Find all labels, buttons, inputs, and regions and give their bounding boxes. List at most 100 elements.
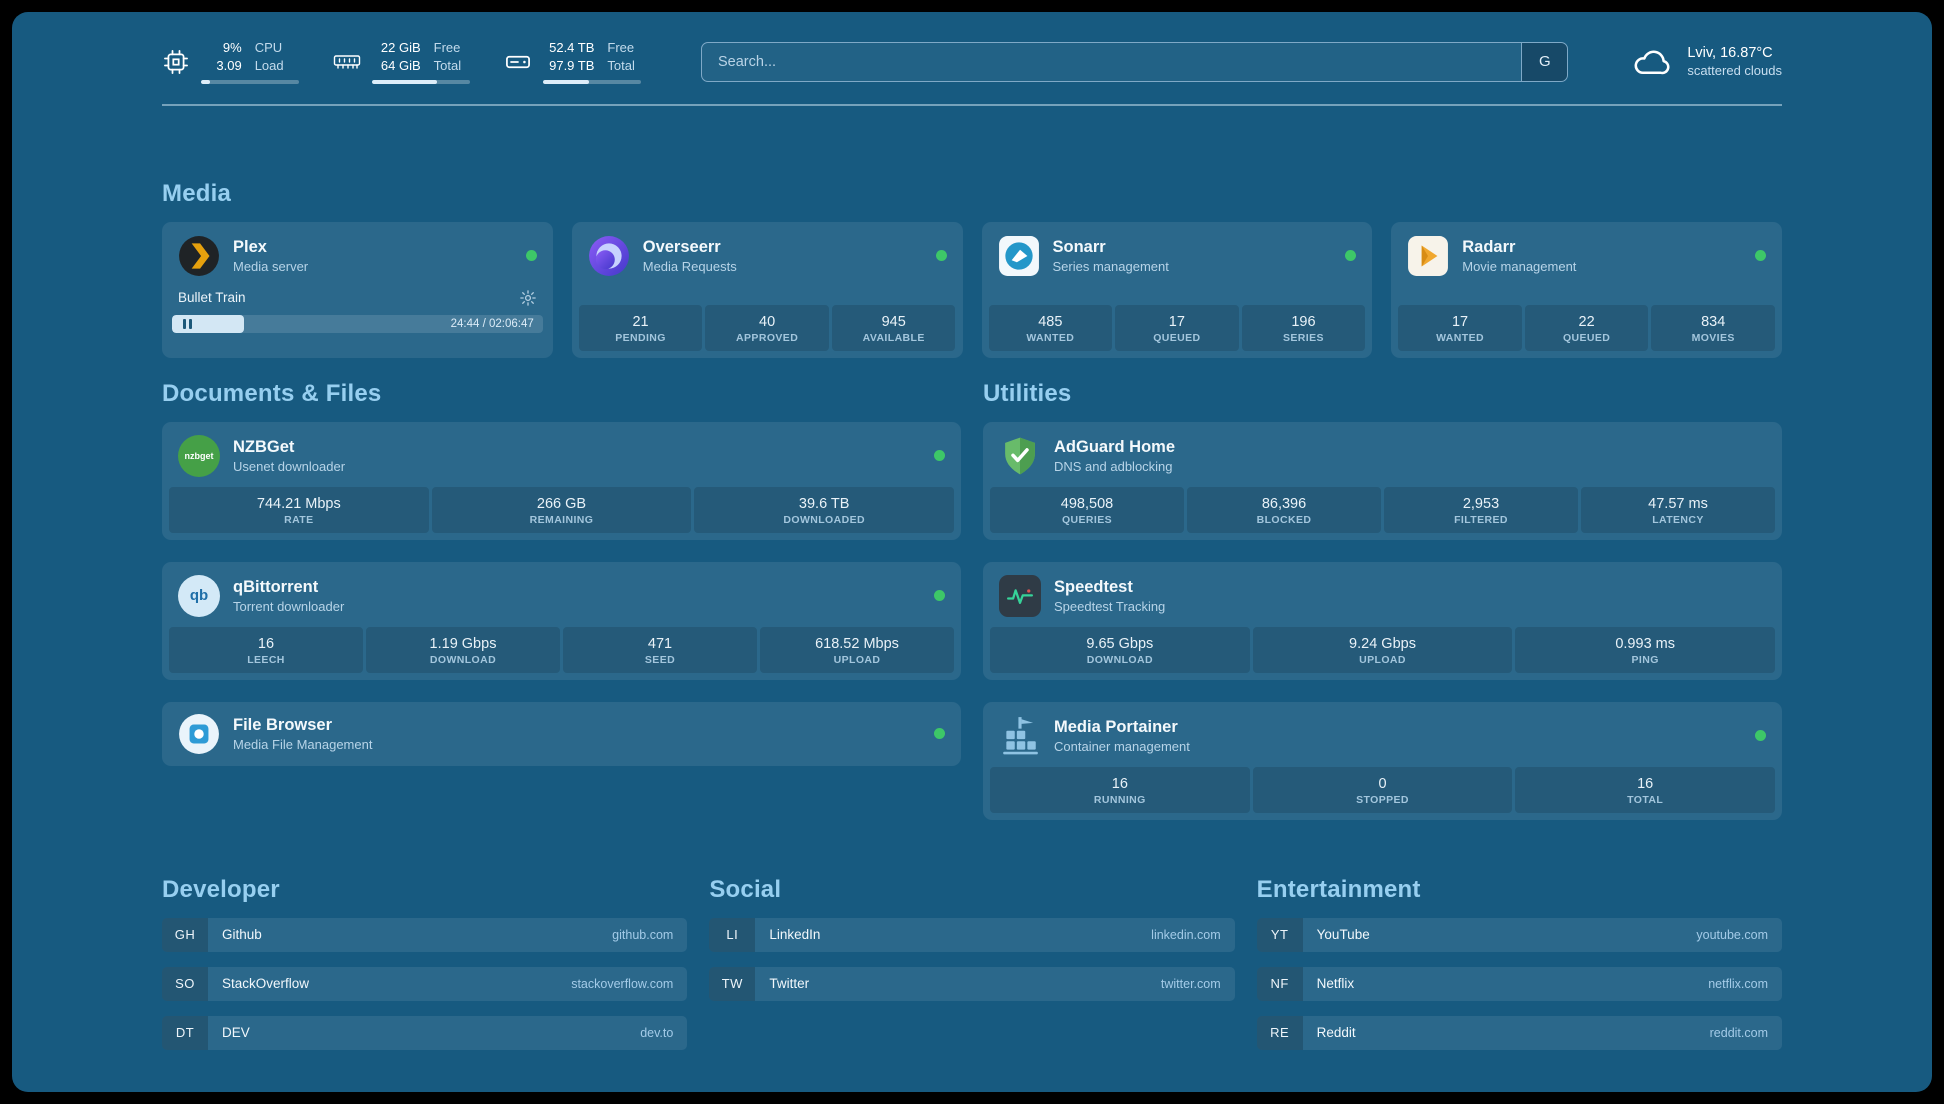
service-card-overseerr[interactable]: Overseerr Media Requests 21 PENDING 40 A… xyxy=(571,221,963,358)
service-subtitle: Torrent downloader xyxy=(233,598,345,614)
stat-value: 2,953 xyxy=(1462,495,1500,512)
cpu-value: 9% xyxy=(222,40,242,55)
bookmark-abbr: RE xyxy=(1256,1015,1303,1050)
disk-metric-rows: 52.4 TB Free 97.9 TB Total xyxy=(543,40,641,75)
bookmark-url: twitter.com xyxy=(1160,976,1221,991)
cpu-metric-rows: 9% CPU 3.09 Load xyxy=(201,40,299,75)
service-card-nzbget[interactable]: nzbget NZBGet Usenet downloader 744.21 M… xyxy=(162,421,961,540)
stat-label: QUEUED xyxy=(1562,331,1611,344)
service-subtitle: Container management xyxy=(1054,738,1190,754)
dashboard-page: 9% CPU 3.09 Load 22 GiB xyxy=(12,12,1932,1092)
radarr-stats: 17 WANTED 22 QUEUED 834 MOVIES xyxy=(1398,304,1775,351)
stat: 9.65 Gbps DOWNLOAD xyxy=(990,626,1250,673)
stat-label: TOTAL xyxy=(1627,793,1664,806)
status-dot xyxy=(525,250,537,262)
stat-label: STOPPED xyxy=(1356,793,1409,806)
nzbget-icon: nzbget xyxy=(178,434,220,477)
service-card-adguard[interactable]: AdGuard Home DNS and adblocking 498,508 … xyxy=(983,421,1782,540)
stat-value: 16 xyxy=(1111,775,1128,792)
stat-label: MOVIES xyxy=(1691,331,1735,344)
bookmark-url: stackoverflow.com xyxy=(571,976,674,991)
utilities-column: AdGuard Home DNS and adblocking 498,508 … xyxy=(983,421,1782,820)
stat-value: 744.21 Mbps xyxy=(256,495,341,512)
bookmark-stackoverflow[interactable]: SO StackOverflow stackoverflow.com xyxy=(162,966,688,1001)
stat-value: 834 xyxy=(1701,313,1726,330)
filebrowser-titles: File Browser Media File Management xyxy=(233,716,372,752)
gear-icon[interactable] xyxy=(519,289,537,307)
radarr-icon xyxy=(1407,235,1449,277)
stat-label: DOWNLOAD xyxy=(429,653,497,666)
bookmark-abbr: NF xyxy=(1256,966,1303,1001)
service-card-sonarr[interactable]: Sonarr Series management 485 WANTED 17 Q… xyxy=(981,221,1373,358)
bookmark-name: Twitter xyxy=(769,976,810,992)
stat-label: PENDING xyxy=(615,331,666,344)
stat-value: 498,508 xyxy=(1060,495,1114,512)
qbittorrent-titles: qBittorrent Torrent downloader xyxy=(233,578,344,614)
bookmark-linkedin[interactable]: LI LinkedIn linkedin.com xyxy=(709,917,1235,952)
speedtest-stats: 9.65 Gbps DOWNLOAD 9.24 Gbps UPLOAD 0.99… xyxy=(990,626,1776,673)
stat-label: PING xyxy=(1631,653,1659,666)
plex-progress-track[interactable]: 24:44 / 02:06:47 xyxy=(172,314,543,333)
bookmark-group-title: Developer xyxy=(162,875,280,903)
bookmark-abbr: DT xyxy=(162,1015,208,1050)
stat-value: 0 xyxy=(1378,775,1387,792)
stat: 266 GB REMAINING xyxy=(431,486,692,533)
memory-progress-fill xyxy=(372,79,437,84)
bookmark-github[interactable]: GH Github github.com xyxy=(162,917,688,952)
pause-icon[interactable] xyxy=(181,318,193,329)
cpu-label: CPU xyxy=(254,40,283,55)
portainer-stats: 16 RUNNING 0 STOPPED 16 TOTAL xyxy=(990,766,1776,813)
stat: 22 QUEUED xyxy=(1524,304,1649,351)
status-dot xyxy=(934,728,945,740)
service-subtitle: Movie management xyxy=(1462,258,1577,274)
utilities-section: Utilities AdGuard Home xyxy=(983,380,1782,820)
service-card-plex[interactable]: Plex Media server Bullet Train xyxy=(162,221,553,358)
overseerr-icon xyxy=(588,235,630,277)
cpu-icon xyxy=(162,48,190,76)
service-subtitle: Media File Management xyxy=(233,736,373,752)
adguard-titles: AdGuard Home DNS and adblocking xyxy=(1054,438,1175,474)
stat-label: APPROVED xyxy=(736,331,799,344)
bookmark-dev[interactable]: DT DEV dev.to xyxy=(162,1015,688,1050)
stat-value: 39.6 TB xyxy=(798,495,850,512)
service-card-portainer[interactable]: Media Portainer Container management 16 … xyxy=(983,701,1782,820)
bookmark-twitter[interactable]: TW Twitter twitter.com xyxy=(709,966,1235,1001)
plex-now-playing: Bullet Train xyxy=(178,289,537,307)
service-card-speedtest[interactable]: Speedtest Speedtest Tracking 9.65 Gbps D… xyxy=(983,561,1782,680)
stat-value: 1.19 Gbps xyxy=(429,635,497,652)
stat-label: WANTED xyxy=(1436,331,1484,344)
service-card-qbittorrent[interactable]: qb qBittorrent Torrent downloader 16 LEE… xyxy=(162,561,961,680)
plex-icon xyxy=(178,235,220,277)
cpu-load-label: Load xyxy=(254,57,284,73)
memory-total-value: 64 GiB xyxy=(380,57,421,73)
status-dot xyxy=(1755,730,1766,742)
search-input[interactable] xyxy=(702,42,1522,81)
bookmark-youtube[interactable]: YT YouTube youtube.com xyxy=(1256,917,1782,952)
adguard-stats: 498,508 QUERIES 86,396 BLOCKED 2,953 FIL… xyxy=(990,486,1775,533)
dashboard-content: 9% CPU 3.09 Load 22 GiB xyxy=(12,12,1932,1092)
bookmark-name: YouTube xyxy=(1316,927,1370,943)
service-card-radarr[interactable]: Radarr Movie management 17 WANTED 22 QUE… xyxy=(1391,221,1782,358)
stat-value: 17 xyxy=(1168,313,1185,330)
speedtest-icon xyxy=(999,574,1041,617)
stat-label: RATE xyxy=(284,513,314,526)
stat: 40 APPROVED xyxy=(705,304,829,351)
service-name: Media Portainer xyxy=(1054,717,1178,736)
stat-value: 196 xyxy=(1291,313,1316,330)
service-card-filebrowser[interactable]: File Browser Media File Management xyxy=(162,701,961,766)
status-dot xyxy=(934,450,945,462)
disk-total-value: 97.9 TB xyxy=(549,57,595,73)
stat-value: 22 xyxy=(1578,313,1595,330)
bookmark-group-social: Social LI LinkedIn linkedin.com TW Twitt… xyxy=(709,876,1235,1065)
media-grid: Plex Media server Bullet Train xyxy=(162,221,1782,358)
nzbget-titles: NZBGet Usenet downloader xyxy=(233,438,345,474)
service-name: File Browser xyxy=(233,715,333,734)
search-provider-button[interactable]: G xyxy=(1521,42,1568,81)
bookmark-reddit[interactable]: RE Reddit reddit.com xyxy=(1256,1015,1782,1050)
cpu-progress-fill xyxy=(201,79,210,84)
overseerr-titles: Overseerr Media Requests xyxy=(643,238,737,274)
stat: 17 QUEUED xyxy=(1115,304,1239,351)
service-subtitle: Media Requests xyxy=(642,258,737,274)
bookmark-netflix[interactable]: NF Netflix netflix.com xyxy=(1256,966,1782,1001)
sonarr-stats: 485 WANTED 17 QUEUED 196 SERIES xyxy=(988,304,1366,351)
